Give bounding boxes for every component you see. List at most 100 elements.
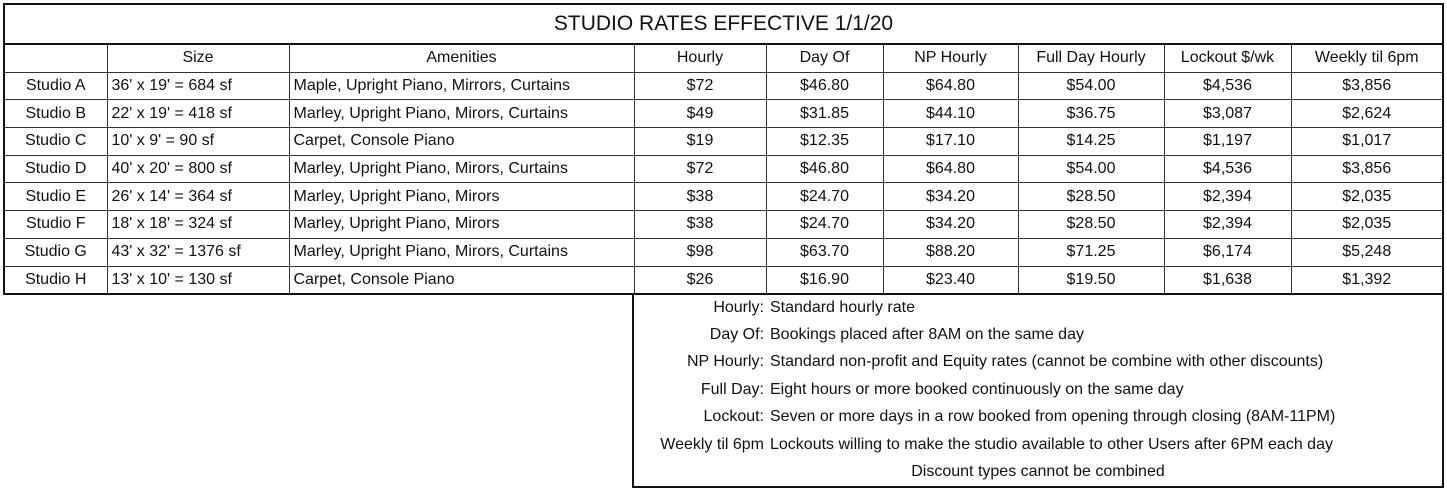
table-cell: Marley, Upright Piano, Mirors <box>288 210 635 239</box>
column-header: Lockout $/wk <box>1163 43 1292 73</box>
legend-description: Bookings placed after 8AM on the same da… <box>770 326 1084 344</box>
legend-item: Full Day: Eight hours or more booked cont… <box>634 376 1442 403</box>
table-cell: $24.70 <box>765 182 884 212</box>
table-cell: $72 <box>633 71 767 101</box>
table-cell: Maple, Upright Piano, Mirrors, Curtains <box>288 71 635 101</box>
studio-name: Studio H <box>3 265 108 295</box>
table-cell: Marley, Upright Piano, Mirors, Curtains <box>288 99 635 129</box>
column-header: Weekly til 6pm <box>1290 43 1444 73</box>
column-header: Hourly <box>633 43 767 73</box>
table-cell: 13' x 10' = 130 sf <box>106 265 290 295</box>
table-cell: $38 <box>633 210 767 239</box>
column-header: Size <box>106 43 290 73</box>
legend-description: Eight hours or more booked continuously … <box>770 380 1184 398</box>
table-title: STUDIO RATES EFFECTIVE 1/1/20 <box>3 3 1444 45</box>
table-cell: $23.40 <box>882 265 1019 295</box>
column-header: Amenities <box>288 43 635 73</box>
table-cell: $1,638 <box>1163 265 1292 295</box>
table-cell: $1,017 <box>1290 127 1444 156</box>
table-row: Studio E 26' x 14' = 364 sf Marley, Uprigh… <box>3 182 1444 212</box>
table-cell: $88.20 <box>882 237 1019 267</box>
legend-key: Day Of: <box>709 326 764 344</box>
table-cell: $28.50 <box>1017 182 1165 212</box>
table-cell: $2,035 <box>1290 210 1444 239</box>
table-cell: $46.80 <box>765 154 884 184</box>
legend-item: Weekly til 6pm Lockouts willing to make t… <box>634 431 1442 458</box>
legend-item: NP Hourly: Standard non-profit and Equity… <box>634 349 1442 376</box>
table-cell: $54.00 <box>1017 154 1165 184</box>
table-cell: $98 <box>633 237 767 267</box>
table-row: Studio C 10' x 9' = 90 sf Carpet, Console … <box>3 127 1444 156</box>
table-cell: $72 <box>633 154 767 184</box>
legend-item: Lockout: Seven or more days in a row book… <box>634 404 1442 431</box>
table-cell: Carpet, Console Piano <box>288 127 635 156</box>
table-cell: $46.80 <box>765 71 884 101</box>
studio-rates-table: STUDIO RATES EFFECTIVE 1/1/20 Size Amenit… <box>3 3 1444 296</box>
table-cell: Marley, Upright Piano, Mirors, Curtains <box>288 237 635 267</box>
legend-key: Hourly: <box>713 298 764 316</box>
table-cell: $3,856 <box>1290 154 1444 184</box>
table-cell: $36.75 <box>1017 99 1165 129</box>
table-cell: Carpet, Console Piano <box>288 265 635 295</box>
studio-name: Studio E <box>3 182 108 212</box>
table-cell: $3,087 <box>1163 99 1292 129</box>
column-header: Full Day Hourly <box>1017 43 1165 73</box>
table-cell: $3,856 <box>1290 71 1444 101</box>
column-header: NP Hourly <box>882 43 1019 73</box>
legend-item: Hourly: Standard hourly rate <box>634 294 1442 321</box>
table-cell: $64.80 <box>882 71 1019 101</box>
table-cell: $26 <box>633 265 767 295</box>
table-cell: 22' x 19' = 418 sf <box>106 99 290 129</box>
table-cell: $24.70 <box>765 210 884 239</box>
table-cell: $2,035 <box>1290 182 1444 212</box>
column-header <box>3 43 108 73</box>
table-cell: $2,624 <box>1290 99 1444 129</box>
legend-key: NP Hourly: <box>686 353 764 371</box>
table-cell: Marley, Upright Piano, Mirors <box>288 182 635 212</box>
legend-description: Standard non-profit and Equity rates (ca… <box>770 353 1324 371</box>
table-cell: $34.20 <box>882 210 1019 239</box>
table-cell: $6,174 <box>1163 237 1292 267</box>
table-row: Studio A 36' x 19' = 684 sf Maple, Upright… <box>3 71 1444 101</box>
studio-name: Studio D <box>3 154 108 184</box>
table-cell: 40' x 20' = 800 sf <box>106 154 290 184</box>
table-cell: 26' x 14' = 364 sf <box>106 182 290 212</box>
table-cell: $1,197 <box>1163 127 1292 156</box>
legend-description: Standard hourly rate <box>770 298 915 316</box>
rate-definitions-legend: Hourly: Standard hourly rate Day Of: Bookin… <box>632 293 1444 488</box>
table-cell: $2,394 <box>1163 210 1292 239</box>
table-cell: $16.90 <box>765 265 884 295</box>
table-row: Studio H 13' x 10' = 130 sf Carpet, Consol… <box>3 265 1444 295</box>
legend-description: Seven or more days in a row booked from … <box>770 408 1336 426</box>
table-cell: 43' x 32' = 1376 sf <box>106 237 290 267</box>
legend-item: Day Of: Bookings placed after 8AM on the … <box>634 321 1442 348</box>
table-cell: $63.70 <box>765 237 884 267</box>
table-cell: $1,392 <box>1290 265 1444 295</box>
table-cell: $4,536 <box>1163 154 1292 184</box>
table-cell: $14.25 <box>1017 127 1165 156</box>
table-cell: $19.50 <box>1017 265 1165 295</box>
table-cell: $28.50 <box>1017 210 1165 239</box>
table-cell: $49 <box>633 99 767 129</box>
table-cell: $17.10 <box>882 127 1019 156</box>
table-cell: $64.80 <box>882 154 1019 184</box>
studio-name: Studio C <box>3 127 108 156</box>
table-row: Studio B 22' x 19' = 418 sf Marley, Uprigh… <box>3 99 1444 129</box>
legend-key: Lockout: <box>703 408 764 426</box>
table-row: Studio G 43' x 32' = 1376 sf Marley, Uprig… <box>3 237 1444 267</box>
studio-name: Studio F <box>3 210 108 239</box>
table-cell: $54.00 <box>1017 71 1165 101</box>
studio-name: Studio B <box>3 99 108 129</box>
table-cell: $31.85 <box>765 99 884 129</box>
studio-name: Studio G <box>3 237 108 267</box>
table-cell: $5,248 <box>1290 237 1444 267</box>
column-header: Day Of <box>765 43 884 73</box>
table-cell: 36' x 19' = 684 sf <box>106 71 290 101</box>
table-cell: $44.10 <box>882 99 1019 129</box>
table-cell: $2,394 <box>1163 182 1292 212</box>
legend-description: Lockouts willing to make the studio avai… <box>770 435 1333 453</box>
legend-key: Weekly til 6pm <box>660 435 764 453</box>
table-cell: Marley, Upright Piano, Mirors, Curtains <box>288 154 635 184</box>
table-cell: $38 <box>633 182 767 212</box>
legend-footer: Discount types cannot be combined <box>911 463 1165 481</box>
